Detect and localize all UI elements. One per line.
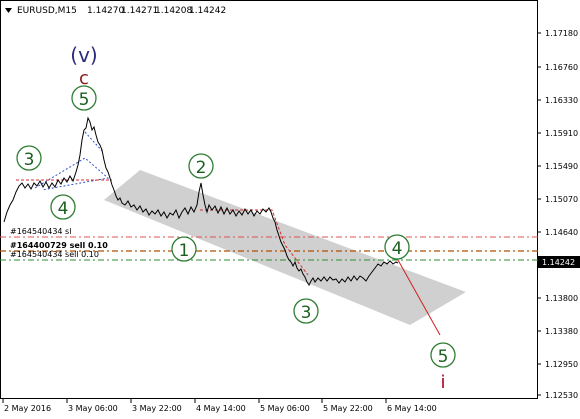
time-tick: 4 May 14:00 [194,399,246,413]
wave-c-label: c [79,68,89,89]
current-price-tag: 1.14242 [538,256,580,268]
price-label: 1.15490 [545,162,578,171]
price-label: 1.16330 [545,96,578,105]
open-value: 1.14270 [87,6,124,16]
wave-5b-circle [430,342,456,368]
wave-4b-marker[interactable]: 4 [384,234,410,260]
price-tick: 1.12530 [537,391,578,400]
order-label-sell-1: #164400729 sell 0.10 [10,241,108,250]
time-tick: 3 May 22:00 [130,399,182,413]
time-axis[interactable]: 2 May 2016 3 May 06:00 3 May 22:00 4 May… [2,399,437,413]
price-tick: 1.13380 [537,327,578,336]
low-value: 1.14208 [155,6,192,16]
projection-line[interactable] [397,259,441,336]
price-label: 1.16760 [545,63,578,72]
time-tick: 5 May 22:00 [321,399,373,413]
wave-5b-marker[interactable]: 5 [430,342,456,368]
trend-channel[interactable] [104,170,466,325]
price-tick: 1.13800 [537,294,578,303]
chart-header: EURUSD,M15 1.14270 1.14271 1.14208 1.142… [5,6,226,16]
time-label: 6 May 14:00 [387,404,437,413]
time-tick: 2 May 2016 [2,399,51,413]
price-label: 1.13380 [545,327,578,336]
wave-i-label: i [440,372,445,393]
time-tick: 5 May 06:00 [258,399,310,413]
time-label: 2 May 2016 [4,404,51,413]
wave-v-label: (v) [70,43,97,67]
symbol-label: EURUSD,M15 [17,6,77,16]
time-tick: 6 May 14:00 [385,399,437,413]
price-label: 1.14640 [545,228,578,237]
wave-4-number: 4 [58,199,69,219]
price-tick: 1.16760 [537,63,578,72]
wave-5-circle [71,85,97,111]
high-value: 1.14271 [121,6,158,16]
wave-1-circle [171,236,197,262]
wave-5-number: 5 [79,90,90,110]
wave-5-marker[interactable]: 5 [71,85,97,111]
wave-connector-blue-2 [84,131,104,153]
wave-4-circle [50,194,76,220]
wave-3-number: 3 [24,150,35,170]
time-label: 5 May 22:00 [323,404,373,413]
wave-2-marker[interactable]: 2 [188,153,214,179]
close-value: 1.14242 [189,6,226,16]
price-axis[interactable]: 1.17180 1.16760 1.16330 1.15910 1.15490 … [537,29,580,400]
collapse-triangle-icon[interactable] [5,8,12,13]
price-tick: 1.15070 [537,195,578,204]
wave-3-marker[interactable]: 3 [16,145,42,171]
current-price-value: 1.14242 [542,258,575,267]
price-tick: 1.15490 [537,162,578,171]
price-label: 1.17180 [545,29,578,38]
time-label: 4 May 14:00 [196,404,246,413]
price-tick: 1.15910 [537,129,578,138]
order-label-sl: #164540434 sl [10,227,71,236]
wave-5b-number: 5 [438,347,449,367]
price-label: 1.12530 [545,391,578,400]
wave-4b-circle [384,234,410,260]
price-tick: 1.14640 [537,228,578,237]
price-label: 1.12950 [545,360,578,369]
time-label: 3 May 22:00 [132,404,182,413]
wave-connector-blue [34,157,110,191]
wave-4b-number: 4 [392,239,403,259]
price-tick: 1.12950 [537,360,578,369]
wave-1-marker[interactable]: 1 [171,236,197,262]
price-label: 1.15070 [545,195,578,204]
price-label: 1.13800 [545,294,578,303]
wave-2-number: 2 [196,158,207,178]
wave-3-circle [16,145,42,171]
time-label: 3 May 06:00 [68,404,118,413]
wave-2-circle [188,153,214,179]
time-label: 5 May 06:00 [260,404,310,413]
price-label: 1.15910 [545,129,578,138]
price-line [3,116,399,286]
wave-3b-circle [293,298,319,324]
order-label-sell-2: #164540434 sell 0.10 [10,250,99,259]
wave-3b-marker[interactable]: 3 [293,298,319,324]
price-tick: 1.17180 [537,29,578,38]
time-tick: 3 May 06:00 [66,399,118,413]
price-tick: 1.16330 [537,96,578,105]
wave-4-marker[interactable]: 4 [50,194,76,220]
wave-connector-red-2 [200,209,309,276]
wave-1-number: 1 [179,241,190,261]
wave-3b-number: 3 [301,303,312,323]
